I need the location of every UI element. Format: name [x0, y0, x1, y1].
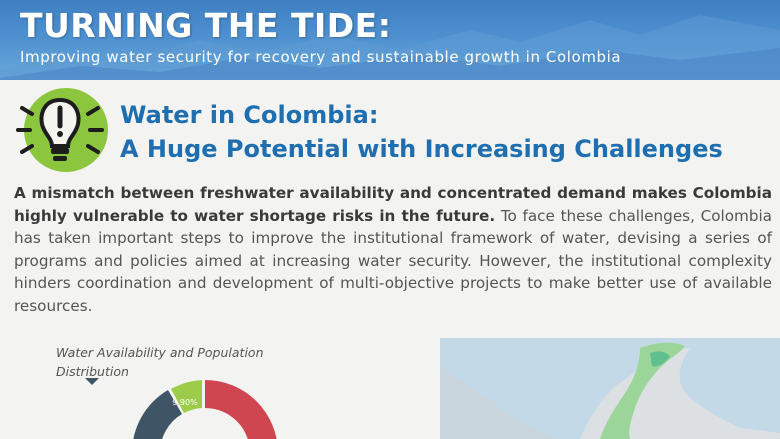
- heading-line-2: A Huge Potential with Increasing Challen…: [120, 135, 723, 163]
- donut-segment-label: 9.90%: [172, 398, 198, 407]
- lightbulb-icon: [16, 88, 108, 172]
- body-paragraph: A mismatch between freshwater availabili…: [14, 182, 772, 317]
- banner-subtitle: Improving water security for recovery an…: [20, 48, 622, 66]
- body-rest-text: To face these challenges, Colombia has t…: [14, 206, 772, 315]
- caret-down-icon: [85, 378, 99, 385]
- mountain-background: [0, 15, 780, 80]
- chart-title-line-1: Water Availability and Population: [56, 345, 264, 360]
- donut-segment-slate: [133, 390, 182, 439]
- heading-line-1: Water in Colombia:: [120, 101, 379, 129]
- body-bold-text: A mismatch between freshwater availabili…: [14, 184, 772, 225]
- donut-chart: 9.90%: [133, 380, 277, 439]
- section-heading: Water in Colombia: A Huge Potential with…: [120, 98, 723, 166]
- donut-segment-green: [171, 380, 202, 413]
- header-banner: TURNING THE TIDE: Improving water securi…: [0, 0, 780, 80]
- banner-title: TURNING THE TIDE:: [20, 6, 392, 45]
- donut-segment-red: [205, 380, 277, 439]
- chart-title: Water Availability and Population Distri…: [56, 343, 264, 381]
- map-graphic: [440, 338, 780, 439]
- chart-title-line-2: Distribution: [56, 364, 129, 379]
- colombia-map: [440, 338, 780, 439]
